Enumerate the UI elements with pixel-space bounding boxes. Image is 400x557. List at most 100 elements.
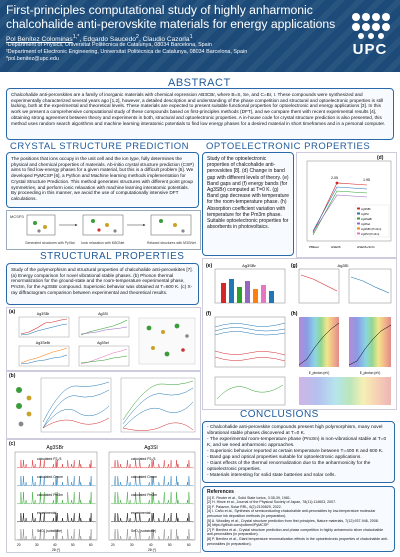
workflow-label-2: Ionic relaxation with M3GNet	[81, 241, 124, 245]
subplot-title-2: Ag3SI	[98, 312, 108, 316]
xrd-tick-r-5: 60	[187, 543, 191, 547]
subplot-title-4: Ag3SeI	[97, 341, 109, 345]
references-box: References [1] E. Reuter et al., Solid S…	[202, 486, 395, 552]
xrd-trace	[110, 459, 194, 469]
workflow-label-3: Relaxed structures with M3GNet	[147, 241, 196, 245]
xrd-tick-l-5: 60	[89, 543, 93, 547]
abstract-text: Chalcohalide anti-perovskites are a fami…	[11, 92, 386, 126]
panel-extra-curve	[216, 384, 284, 400]
csp-heading: CRYSTAL STRUCTURE PREDICTION	[10, 141, 190, 152]
xrd-right-label-1: calculated P2₁/3	[131, 457, 155, 461]
legend-4: Ag3SeI	[361, 222, 370, 226]
panel-d-bandgap: (d) 2.05 1.95 Ag3SBr Ag3SI Ag3SeBr Ag3Se…	[296, 152, 397, 258]
conclusion-6: - Materials interesting for solid state …	[207, 473, 336, 478]
author-3-sup: 1	[189, 34, 193, 40]
xrd-tick-r-2: 30	[130, 543, 134, 547]
xrd-trace	[16, 491, 96, 505]
xrd-ticks-left: 20 30 40 50 60	[17, 543, 93, 547]
conclusion-4: - Band gap and optical properties suitab…	[207, 455, 362, 460]
csp-text: The positions that ions occupy in the un…	[11, 156, 194, 201]
legend-5: Ag3SBr (Pm3m)	[361, 227, 381, 231]
upc-logo-text: UPC	[352, 41, 388, 58]
panel-d-svg: 2.05 1.95 Ag3SBr Ag3SI Ag3SeBr Ag3SeI Ag…	[306, 160, 392, 249]
panel-d-x-3: HSE06+SOC	[357, 245, 376, 249]
xrd-xlabel-right: 2θ (º)	[148, 548, 156, 552]
xrd-trace	[110, 512, 194, 523]
panel-d-point	[335, 181, 339, 185]
csp-box: The positions that ions occupy in the un…	[6, 152, 199, 208]
xrd-trace	[16, 512, 96, 523]
panel-d-line-4	[312, 194, 368, 233]
panel-f-frame	[214, 316, 286, 368]
panel-g-frame-2	[348, 268, 392, 304]
affiliation-2: ²Department of Electronic Engineering, U…	[6, 49, 248, 55]
affiliations: ¹Department of Physics, Universitat Poli…	[6, 42, 336, 63]
panel-a-energy: (a) Ag3SBr Ag3SI Ag3SeBr Ag3SeI	[6, 307, 201, 371]
xrd-left-label-4: experimental	[37, 511, 57, 515]
legend-2: Ag3SI	[361, 212, 369, 216]
header-pattern	[0, 0, 400, 72]
panel-c-label: (c)	[9, 441, 16, 447]
conclusion-3: - Superionic behavior reported at certai…	[207, 449, 384, 454]
xrd-tick-l-1: 20	[17, 543, 21, 547]
panel-c-svg: Ag3SBr Ag3SI calculated P2₁/3 calculated…	[14, 445, 196, 552]
workflow-label-1: Generated structures with PyXtal	[25, 241, 75, 245]
panel-d-label: (d)	[377, 155, 384, 161]
conclusion-2: - The experimental room-temperature phas…	[207, 437, 387, 448]
xrd-trace	[110, 491, 194, 505]
legend-6: Ag3SI (Pm3m)	[361, 232, 379, 236]
reference-8: [8] P. Benítez et al., Giant temperature…	[207, 536, 389, 546]
structural-heading: STRUCTURAL PROPERTIES	[40, 251, 185, 262]
conclusions-box: - Chalcohalide anti-perovskite compounds…	[202, 421, 395, 483]
panels-e-h-svg: (e) Ag3SBr (g) Ag3SI (f) (h)	[206, 263, 392, 406]
legend-1: Ag3SBr	[361, 207, 371, 211]
xrd-left-label-3: calculated Pm3m	[37, 493, 63, 497]
panel-d-annot-1: 2.05	[331, 176, 338, 180]
xrd-left-label-2: calculated Cmcm	[37, 475, 63, 479]
panel-e-bars	[221, 279, 274, 303]
abstract-heading: ABSTRACT	[168, 77, 231, 89]
opto-heading: OPTOELECTRONIC PROPERTIES	[206, 141, 371, 152]
xrd-trace	[16, 459, 96, 469]
xrd-tick-l-2: 30	[35, 543, 39, 547]
xrd-right-label-3: calculated Pm3m	[131, 493, 157, 497]
panel-d-frame	[306, 160, 392, 242]
opto-box: Study of the optoelectronic properties o…	[202, 152, 294, 256]
xrd-tick-r-3: 40	[149, 543, 153, 547]
panel-a-subplot-1: Ag3SBr	[18, 312, 70, 338]
workflow-structures-2	[82, 214, 124, 236]
xrd-tick-l-4: 50	[71, 543, 75, 547]
reference-6[interactable]: [6] https://github.com/polbeni/PyMCSP	[207, 523, 269, 528]
reference-5: [5] A. Woodley et al., Crystal structure…	[207, 518, 379, 523]
panel-a-subplot-3: Ag3SeBr	[18, 341, 70, 367]
poster-title: First-principles computational study of …	[6, 3, 336, 31]
xrd-ticks-right: 20 30 40 50 60	[111, 543, 191, 547]
author-2: Edgardo Saucedo	[83, 36, 136, 44]
panel-g-title: Ag3SI	[338, 263, 349, 268]
subplot-title-1: Ag3SBr	[37, 312, 50, 316]
panel-h-curve-1	[298, 322, 340, 366]
author-2-sup: 2	[135, 34, 139, 40]
panel-b-svg	[16, 377, 196, 433]
author-3: Claudio Cazorla	[142, 36, 190, 44]
conclusion-1: - Chalcohalide anti-perovskite compounds…	[207, 425, 383, 436]
author-1-sup: 1,*	[72, 34, 80, 40]
panel-e-title: Ag3SBr	[242, 263, 256, 268]
upc-logo-mark	[352, 13, 390, 39]
upc-logo: UPC	[344, 8, 396, 64]
panel-h-spectrum-2	[349, 317, 391, 367]
reference-2: [2] H. Hinze et al., Journal of the Phys…	[207, 500, 337, 505]
legend-3: Ag3SeBr	[361, 217, 372, 221]
author-list: Pol Benítez Colominas1,*, Edgardo Sauced…	[6, 34, 193, 44]
panel-f-bands	[214, 322, 286, 362]
csp-workflow-diagram: MCSP3 Generated structures with PyXtal I…	[6, 210, 201, 250]
panel-b-dispersion-1	[40, 377, 112, 433]
xrd-right-label-2: calculated Cmcm	[131, 475, 157, 479]
xrd-labels-right: calculated P2₁/3 calculated Cmcm calcula…	[131, 457, 157, 533]
panel-h-label: (h)	[291, 311, 298, 317]
conclusion-5: - Giant effects of the thermal renormali…	[207, 461, 371, 472]
workflow-structures-3	[150, 214, 192, 236]
panel-a-structures	[138, 317, 196, 365]
xrd-frame-left	[14, 451, 98, 541]
